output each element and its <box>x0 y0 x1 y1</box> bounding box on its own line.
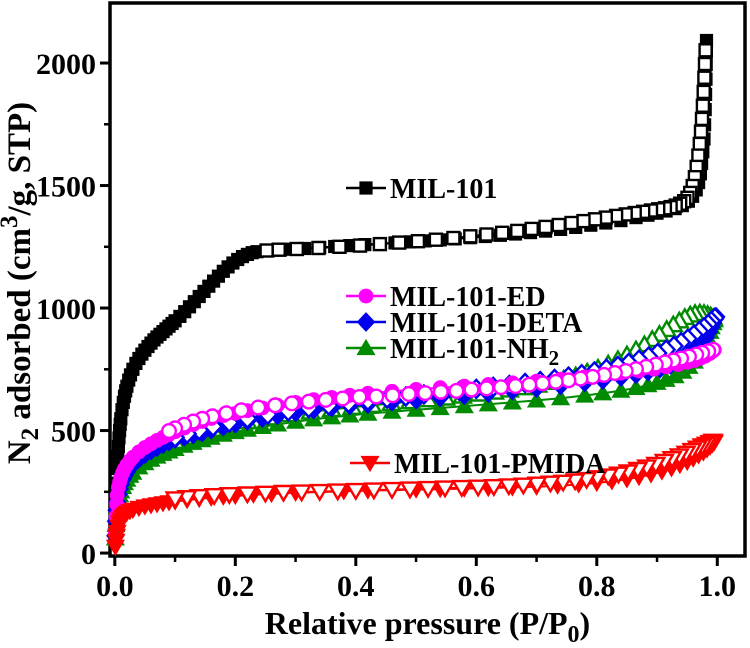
x-tick-label: 0.0 <box>96 570 134 603</box>
MIL-101-ED-desorption-branch <box>160 341 722 440</box>
legend-entry-MIL-101: MIL-101 <box>346 174 497 205</box>
y-axis: 0 500 1000 1500 2000 <box>36 48 110 571</box>
x-axis-title: Relative pressure (P/P0) <box>265 605 590 648</box>
legend: MIL-101 MIL-101-NH2MIL-101-DETAMIL-101-ED… <box>346 174 606 480</box>
legend-entry-MIL-101-NH2: MIL-101-NH2 <box>346 334 559 370</box>
x-tick-label: 0.2 <box>217 570 255 603</box>
x-tick-label: 0.8 <box>578 570 616 603</box>
x-tick-label: 1.0 <box>699 570 737 603</box>
y-axis-title: N2 adsorbed (cm3/g, STP) <box>0 102 44 464</box>
legend-label: MIL-101-NH2 <box>390 334 559 370</box>
legend-label: MIL-101 <box>390 174 497 205</box>
legend-entry-MIL-101-DETA: MIL-101-DETA <box>346 308 583 339</box>
y-tick-label: 0 <box>81 538 96 571</box>
legend-label: MIL-101-ED <box>390 282 546 313</box>
y-tick-label: 1500 <box>36 171 96 204</box>
x-axis: 0.0 0.2 0.4 0.6 0.8 1.0 <box>96 556 736 603</box>
legend-label: MIL-101-PMIDA <box>394 449 606 480</box>
series-MIL-101 <box>108 33 714 538</box>
series-MIL-101-ED <box>107 341 722 541</box>
legend-entry-MIL-101-PMIDA: MIL-101-PMIDA <box>350 449 606 480</box>
y-tick-label: 2000 <box>36 48 96 81</box>
legend-entry-MIL-101-ED: MIL-101-ED <box>346 282 546 313</box>
MIL-101-desorption-branch <box>259 43 713 258</box>
legend-label: MIL-101-DETA <box>390 308 583 339</box>
y-tick-label: 1000 <box>36 293 96 326</box>
series-MIL-101-PMIDA <box>105 433 724 557</box>
x-tick-label: 0.6 <box>458 570 496 603</box>
plot-frame <box>108 1 747 558</box>
x-tick-label: 0.4 <box>337 570 375 603</box>
MIL-101-PMIDA-desorption-branch <box>164 433 724 510</box>
y-tick-label: 500 <box>51 416 96 449</box>
